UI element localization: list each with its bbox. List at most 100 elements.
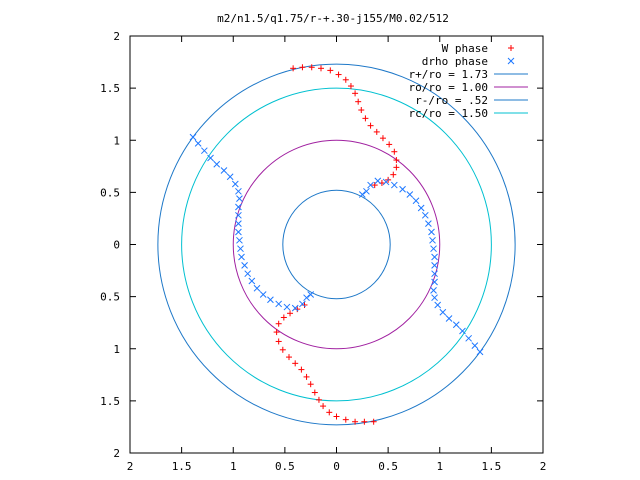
- point-drho-phase-52: [390, 181, 398, 189]
- legend-label: rc/ro = 1.50: [409, 107, 488, 120]
- point-drho-phase-42: [431, 253, 438, 261]
- legend-label: r-/ro = .52: [415, 94, 488, 107]
- point-drho-phase-12: [235, 220, 242, 228]
- point-drho-phase-31: [465, 334, 473, 342]
- circle-series-0: [157, 63, 516, 426]
- point-w-phase-1: [299, 64, 306, 71]
- point-w-phase-30: [315, 396, 322, 403]
- point-drho-phase-55: [367, 181, 374, 189]
- legend-label: r+/ro = 1.73: [409, 68, 488, 81]
- point-w-phase-31: [311, 389, 318, 396]
- point-drho-phase-25: [291, 304, 299, 312]
- point-w-phase-28: [326, 409, 333, 416]
- point-drho-phase-28: [307, 291, 315, 298]
- point-drho-phase-34: [445, 315, 453, 322]
- point-drho-phase-19: [248, 277, 256, 285]
- point-w-phase-44: [301, 301, 308, 308]
- y-tick-label: 1.5: [100, 395, 120, 408]
- point-drho-phase-11: [235, 211, 242, 219]
- y-tick-label: 0.5: [100, 186, 120, 199]
- point-w-phase-24: [361, 418, 368, 425]
- point-drho-phase-40: [431, 270, 438, 278]
- point-drho-phase-56: [363, 187, 370, 195]
- point-w-phase-32: [307, 381, 314, 388]
- point-drho-phase-3: [207, 154, 214, 162]
- point-w-phase-18: [393, 164, 400, 171]
- point-drho-phase-29: [476, 348, 484, 356]
- data-points: [189, 64, 484, 425]
- x-tick-label: 1: [436, 460, 443, 473]
- point-drho-phase-6: [226, 173, 234, 181]
- legend-marker: [507, 57, 515, 65]
- legend-label: W phase: [442, 42, 488, 55]
- point-drho-phase-49: [412, 197, 420, 205]
- point-w-phase-43: [294, 306, 301, 313]
- point-drho-phase-23: [275, 300, 283, 308]
- point-drho-phase-1: [194, 140, 202, 147]
- point-w-phase-35: [292, 360, 299, 367]
- point-drho-phase-50: [406, 191, 414, 198]
- point-w-phase-37: [279, 346, 286, 353]
- x-tick-label: 2: [540, 460, 547, 473]
- point-w-phase-17: [393, 157, 400, 164]
- point-drho-phase-47: [421, 211, 429, 219]
- point-w-phase-15: [386, 141, 393, 148]
- point-drho-phase-8: [235, 187, 242, 195]
- point-w-phase-23: [370, 418, 377, 425]
- point-drho-phase-53: [382, 178, 390, 186]
- point-drho-phase-48: [417, 204, 425, 212]
- point-drho-phase-45: [428, 228, 435, 236]
- point-drho-phase-5: [220, 167, 228, 174]
- reference-circles: [157, 63, 516, 426]
- point-w-phase-5: [335, 71, 342, 78]
- point-drho-phase-15: [237, 245, 244, 253]
- point-w-phase-19: [390, 171, 397, 178]
- point-drho-phase-7: [231, 180, 239, 188]
- point-w-phase-7: [347, 83, 354, 90]
- point-drho-phase-33: [452, 321, 460, 329]
- y-tick-label: 2: [113, 30, 120, 43]
- point-drho-phase-54: [374, 177, 382, 185]
- point-w-phase-27: [333, 413, 340, 420]
- point-w-phase-3: [318, 65, 325, 72]
- point-drho-phase-21: [259, 291, 267, 298]
- point-w-phase-4: [327, 67, 334, 74]
- axis-ticks: 2 1.5 1 0.5 0 0.5 1 1.5 221.510.500.511.52: [100, 30, 546, 473]
- point-drho-phase-17: [241, 261, 248, 269]
- y-tick-label: 0: [113, 239, 120, 252]
- point-drho-phase-22: [267, 296, 274, 304]
- x-tick-label: 1.5: [172, 460, 192, 473]
- point-w-phase-26: [342, 416, 349, 423]
- point-drho-phase-26: [299, 300, 306, 308]
- point-drho-phase-0: [189, 133, 197, 141]
- circle-series-3: [181, 87, 492, 402]
- point-drho-phase-4: [213, 160, 221, 168]
- y-tick-label: 1: [113, 343, 120, 356]
- point-drho-phase-2: [200, 147, 208, 155]
- point-drho-phase-9: [236, 195, 243, 202]
- x-tick-label: 1: [230, 460, 237, 473]
- x-tick-label: 0: [333, 460, 340, 473]
- point-drho-phase-37: [431, 294, 438, 302]
- chart-title: m2/n1.5/q1.75/r-+.30-j155/M0.02/512: [217, 12, 449, 25]
- point-drho-phase-39: [431, 278, 438, 286]
- point-w-phase-25: [352, 418, 359, 425]
- legend-label: ro/ro = 1.00: [409, 81, 488, 94]
- point-w-phase-2: [308, 64, 315, 71]
- point-w-phase-42: [287, 310, 294, 317]
- point-drho-phase-35: [439, 308, 447, 316]
- circle-series-2: [282, 189, 391, 300]
- point-w-phase-41: [280, 314, 287, 321]
- x-tick-label: 2: [127, 460, 134, 473]
- point-drho-phase-20: [253, 284, 261, 292]
- point-drho-phase-41: [431, 261, 438, 269]
- y-tick-label: 1: [113, 134, 120, 147]
- point-w-phase-12: [367, 122, 374, 129]
- point-drho-phase-36: [434, 301, 442, 309]
- point-drho-phase-44: [429, 236, 436, 244]
- x-tick-label: 1.5: [481, 460, 501, 473]
- point-w-phase-9: [355, 98, 362, 105]
- point-w-phase-8: [352, 90, 359, 97]
- point-w-phase-14: [379, 135, 386, 142]
